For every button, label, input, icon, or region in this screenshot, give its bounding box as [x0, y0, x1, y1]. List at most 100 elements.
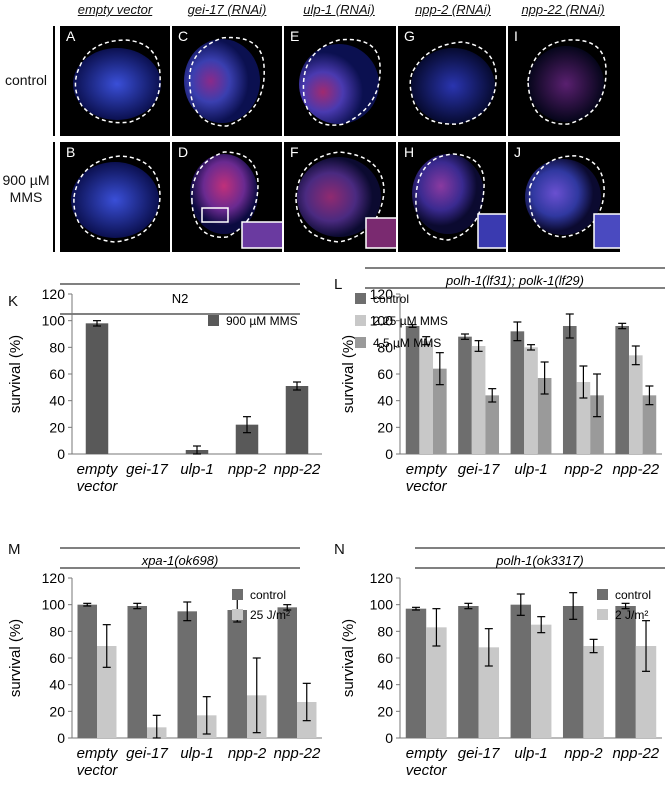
x-tick-label: npp-2 — [228, 461, 267, 478]
micrograph-image — [190, 151, 282, 249]
legend-label: 2 J/m² — [615, 608, 648, 622]
bar — [433, 368, 447, 454]
x-tick-label: npp-22 — [612, 461, 659, 478]
x-tick-label: ulp-1 — [514, 461, 547, 478]
panel-letter-F: F — [290, 144, 299, 160]
legend-label: 4.5 µM MMS — [373, 336, 441, 350]
bar — [524, 347, 538, 454]
micrograph-npp-22-mms: J — [508, 142, 620, 252]
y-tick-label: 100 — [370, 313, 394, 329]
chart-title: polh-1(ok3317) — [495, 553, 583, 568]
bar — [177, 611, 197, 738]
x-tick-label: vector — [77, 762, 119, 779]
chart-title: polh-1(lf31); polk-1(lf29) — [445, 273, 584, 288]
y-tick-label: 20 — [49, 419, 65, 435]
y-tick-label: 0 — [57, 446, 65, 462]
bar — [235, 424, 259, 454]
panel-letter-B: B — [66, 144, 76, 160]
y-tick-label: 40 — [377, 677, 393, 693]
panel-letter-G: G — [404, 28, 415, 44]
micrograph-image — [527, 39, 607, 125]
y-tick-label: 60 — [377, 650, 393, 666]
legend-swatch — [232, 589, 243, 600]
y-tick-label: 80 — [377, 623, 393, 639]
legend-swatch — [355, 337, 366, 348]
y-tick-label: 40 — [377, 393, 393, 409]
legend-swatch — [597, 609, 608, 620]
micrograph-npp-2-mms: H — [398, 142, 506, 252]
y-tick-label: 0 — [385, 730, 393, 746]
micrograph-npp-22-control: I — [508, 26, 620, 136]
y-tick-label: 100 — [370, 597, 394, 613]
bar — [583, 646, 604, 738]
legend-label: control — [250, 588, 286, 602]
micrograph-npp-2-control: G — [398, 26, 506, 136]
row-label-mms: 900 µM MMS — [0, 172, 52, 206]
legend-swatch — [232, 609, 243, 620]
y-tick-label: 80 — [49, 623, 65, 639]
micrograph-image — [73, 39, 161, 124]
bar — [277, 607, 297, 738]
x-tick-label: ulp-1 — [180, 745, 213, 762]
panel-letter-N: N — [334, 541, 345, 558]
y-tick-label: 0 — [385, 446, 393, 462]
bar — [576, 382, 591, 454]
micrograph-empty-vector-control: A — [60, 26, 170, 136]
y-tick-label: 100 — [42, 597, 66, 613]
bar — [531, 624, 552, 738]
panel-letter-C: C — [178, 28, 189, 44]
panel-letter-M: M — [8, 541, 21, 558]
micrograph-image — [71, 155, 161, 243]
bar — [628, 355, 643, 454]
bar — [426, 627, 447, 738]
x-tick-label: vector — [77, 478, 119, 495]
bar — [227, 610, 247, 738]
panel-letter-J: J — [514, 144, 521, 160]
legend-swatch — [355, 293, 366, 304]
x-tick-label: empty — [406, 745, 448, 762]
y-tick-label: 20 — [49, 703, 65, 719]
bar — [77, 604, 97, 738]
bar — [405, 326, 420, 454]
x-tick-label: npp-2 — [564, 745, 603, 762]
chart-panel-k: N2 0 20 40 60 80 100 120 survival (%) emptyvector… — [7, 283, 322, 495]
column-header-ulp-1: ulp-1 (RNAi) — [303, 2, 375, 17]
micrograph-ulp-1-mms: F — [284, 142, 396, 252]
micrograph-empty-vector-mms: B — [60, 142, 170, 252]
column-header-gei-17: gei-17 (RNAi) — [187, 2, 267, 17]
y-tick-label: 120 — [370, 570, 394, 586]
column-header-empty-vector: empty vector — [77, 2, 153, 17]
y-tick-label: 80 — [49, 339, 65, 355]
chart-panel-m: xpa-1(ok698) 0 20 40 60 80 100 120 survival (%) e… — [7, 547, 322, 779]
bar — [478, 647, 500, 738]
row-divider — [53, 142, 55, 252]
bar — [471, 346, 486, 454]
x-tick-label: vector — [406, 762, 448, 779]
bar — [615, 326, 629, 454]
x-tick-label: npp-22 — [274, 745, 321, 762]
chart-panel-n: polh-1(ok3317) 0 20 40 60 80 100 120 survival (%… — [340, 547, 665, 779]
row-label-control: control — [4, 72, 48, 88]
panel-letter-K: K — [8, 293, 19, 310]
legend-label: control — [373, 292, 409, 306]
bar — [590, 395, 604, 454]
x-tick-label: npp-22 — [612, 745, 659, 762]
column-header-npp-2: npp-2 (RNAi) — [415, 2, 491, 17]
x-tick-label: gei-17 — [458, 461, 500, 478]
x-tick-label: npp-22 — [274, 461, 321, 478]
bar — [510, 604, 531, 738]
bar — [510, 331, 525, 454]
y-axis-label: survival (%) — [340, 619, 357, 697]
panel-letter-D: D — [178, 144, 189, 160]
legend-label: control — [615, 588, 651, 602]
bar — [537, 378, 552, 454]
y-tick-label: 80 — [377, 339, 393, 355]
bar — [419, 340, 434, 454]
micrograph-gei-17-control: C — [172, 26, 282, 136]
column-header-npp-22: npp-22 (RNAi) — [521, 2, 605, 17]
y-axis-label: survival (%) — [340, 335, 357, 413]
bar — [615, 606, 636, 738]
y-tick-label: 20 — [377, 703, 393, 719]
bar — [485, 395, 500, 454]
micrograph-image — [295, 151, 396, 249]
